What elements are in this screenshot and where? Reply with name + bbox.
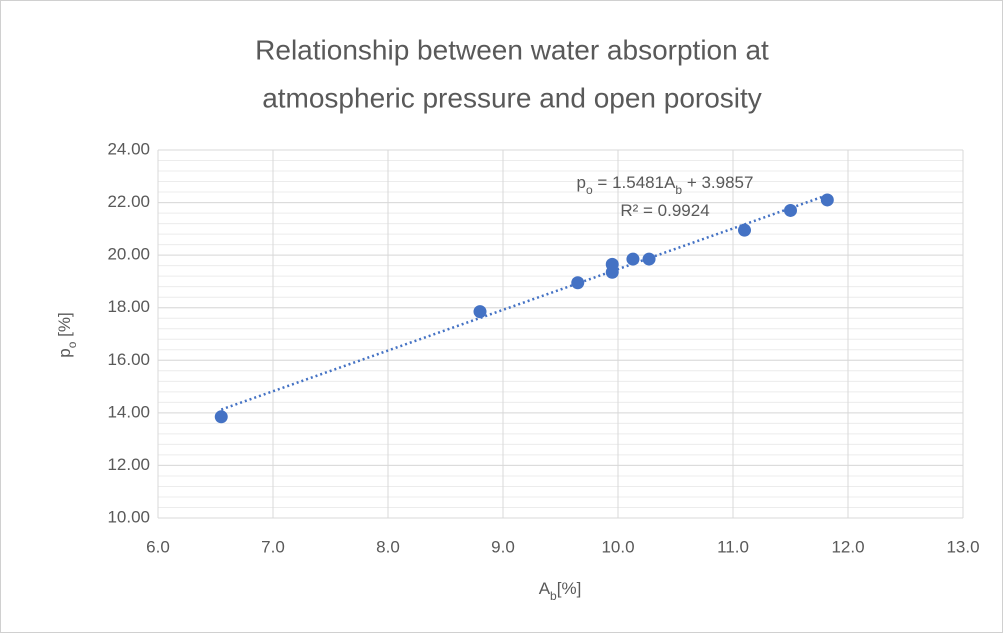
chart-title: atmospheric pressure and open porosity <box>262 82 762 113</box>
point <box>784 203 797 217</box>
x-tick-label: 11.0 <box>717 537 749 556</box>
x-tick-label: 7.0 <box>261 537 285 556</box>
x-axis-title: Ab[%] <box>539 579 582 603</box>
y-tick-label: 14.00 <box>107 402 150 421</box>
point <box>473 305 487 319</box>
point <box>605 257 619 271</box>
point <box>820 193 834 207</box>
chart-title: Relationship between water absorption at <box>255 34 769 65</box>
point <box>642 252 656 266</box>
y-tick-label: 12.00 <box>107 455 150 474</box>
equation-part: A <box>664 173 676 192</box>
y-axis-title-part: [%] <box>55 312 74 341</box>
equation-part: + <box>682 173 701 192</box>
y-tick-label: 10.00 <box>107 507 150 526</box>
y-tick-label: 24.00 <box>107 139 150 158</box>
r-squared-value: 0.9924 <box>658 201 710 220</box>
x-tick-label: 13.0 <box>946 537 979 556</box>
y-tick-label: 20.00 <box>107 245 150 264</box>
r-squared-label: R² = <box>620 201 657 220</box>
x-tick-label: 6.0 <box>146 537 170 556</box>
y-tick-label: 22.00 <box>107 192 150 211</box>
y-axis-title: po [%] <box>55 312 79 357</box>
x-axis-title-part: [%] <box>557 579 582 598</box>
x-tick-label: 12.0 <box>831 537 864 556</box>
r-squared: R² = 0.9924 <box>620 201 709 220</box>
x-tick-label: 10.0 <box>601 537 634 556</box>
equation-part: = <box>593 173 612 192</box>
x-tick-label: 8.0 <box>376 537 400 556</box>
x-axis-title-part: b <box>550 589 557 603</box>
point <box>738 223 751 237</box>
equation-part: o <box>586 183 593 197</box>
y-tick-label: 18.00 <box>107 297 150 316</box>
equation-part: b <box>675 183 682 197</box>
trendline-equation: po = 1.5481Ab + 3.9857 <box>577 173 754 197</box>
x-axis-title-part: A <box>539 579 551 598</box>
trendline <box>220 193 828 411</box>
equation-part: 1.5481 <box>612 173 664 192</box>
point <box>626 252 640 266</box>
x-tick-label: 9.0 <box>491 537 515 556</box>
equation-part: 3.9857 <box>701 173 753 192</box>
point <box>214 410 228 424</box>
point <box>571 276 585 290</box>
y-tick-label: 16.00 <box>107 350 150 369</box>
y-axis-title-part: p <box>55 348 74 357</box>
equation-part: p <box>577 173 586 192</box>
y-axis-title-part: o <box>65 341 79 348</box>
